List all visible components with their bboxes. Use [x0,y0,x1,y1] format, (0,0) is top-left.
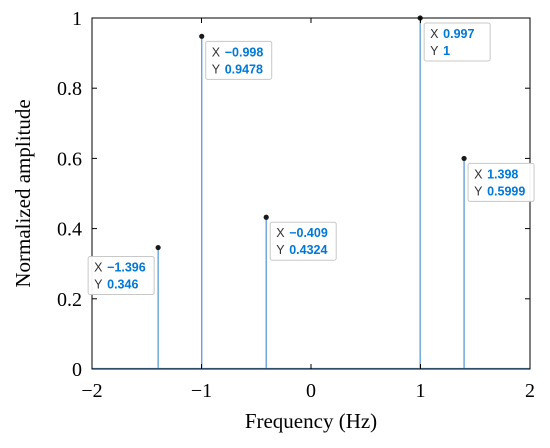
datatip-box [269,221,337,261]
datatip-box [205,40,273,80]
datatip-4[interactable]: X 1.398 Y 0.5999 [467,162,535,202]
datatip-x-value: 0.997 [443,27,474,41]
datatip-x-value: −0.998 [225,45,264,59]
datatip-0[interactable]: X −1.396 Y 0.346 [87,256,155,296]
datatip-x-value: −0.409 [289,226,328,240]
axis-ticks: −2 −1 0 1 2 0 0.2 0.4 0.6 0.8 1 [57,8,535,402]
y-tick-label-0: 0 [72,359,82,381]
datatip-y-key: Y [212,62,221,76]
x-axis-label: Frequency (Hz) [245,409,377,433]
stem-marker-1 [199,33,205,39]
stem-marker-2 [263,214,269,220]
datatip-x-key: X [430,27,439,41]
datatip-y-value: 0.9478 [225,62,263,76]
datatip-y-key: Y [94,278,103,292]
datatip-2[interactable]: X −0.409 Y 0.4324 [269,221,337,261]
x-tick-label-3: 1 [416,380,426,402]
y-axis-label: Normalized amplitude [11,99,35,287]
stems-layer [92,15,530,370]
datatip-box [467,162,535,202]
y-tick-label-3: 0.6 [57,148,82,170]
datatip-y-value: 0.346 [107,278,138,292]
y-tick-label-1: 0.2 [57,289,82,311]
y-tick-label-2: 0.4 [57,219,82,241]
datatip-box [87,256,155,296]
x-tick-label-2: 0 [306,380,316,402]
stem-marker-4 [461,155,467,162]
datatip-x-key: X [474,167,483,181]
datatip-3[interactable]: X 0.997 Y 1 [423,22,491,62]
datatip-x-key: X [94,261,103,275]
datatip-x-key: X [212,45,221,59]
stem-marker-0 [155,244,161,251]
y-tick-label-4: 0.8 [57,78,82,100]
datatip-1[interactable]: X −0.998 Y 0.9478 [205,40,273,80]
x-tick-label-4: 2 [525,380,535,402]
datatip-y-key: Y [474,184,483,198]
datatip-box [423,22,491,62]
datatip-y-value: 0.4324 [289,243,327,257]
datatip-x-value: −1.396 [107,261,146,275]
datatips-layer: X −1.396 Y 0.346 X −0.998 Y 0.9478 X −0.409 Y 0.432… [87,22,535,296]
datatip-y-key: Y [430,44,439,58]
x-tick-label-0: −2 [81,380,102,402]
datatip-y-value: 1 [443,44,450,58]
x-tick-label-1: −1 [191,380,212,402]
y-tick-label-5: 1 [72,8,82,30]
datatip-x-value: 1.398 [487,167,518,181]
datatip-y-value: 0.5999 [487,184,525,198]
datatip-x-key: X [276,226,285,240]
datatip-y-key: Y [276,243,285,257]
